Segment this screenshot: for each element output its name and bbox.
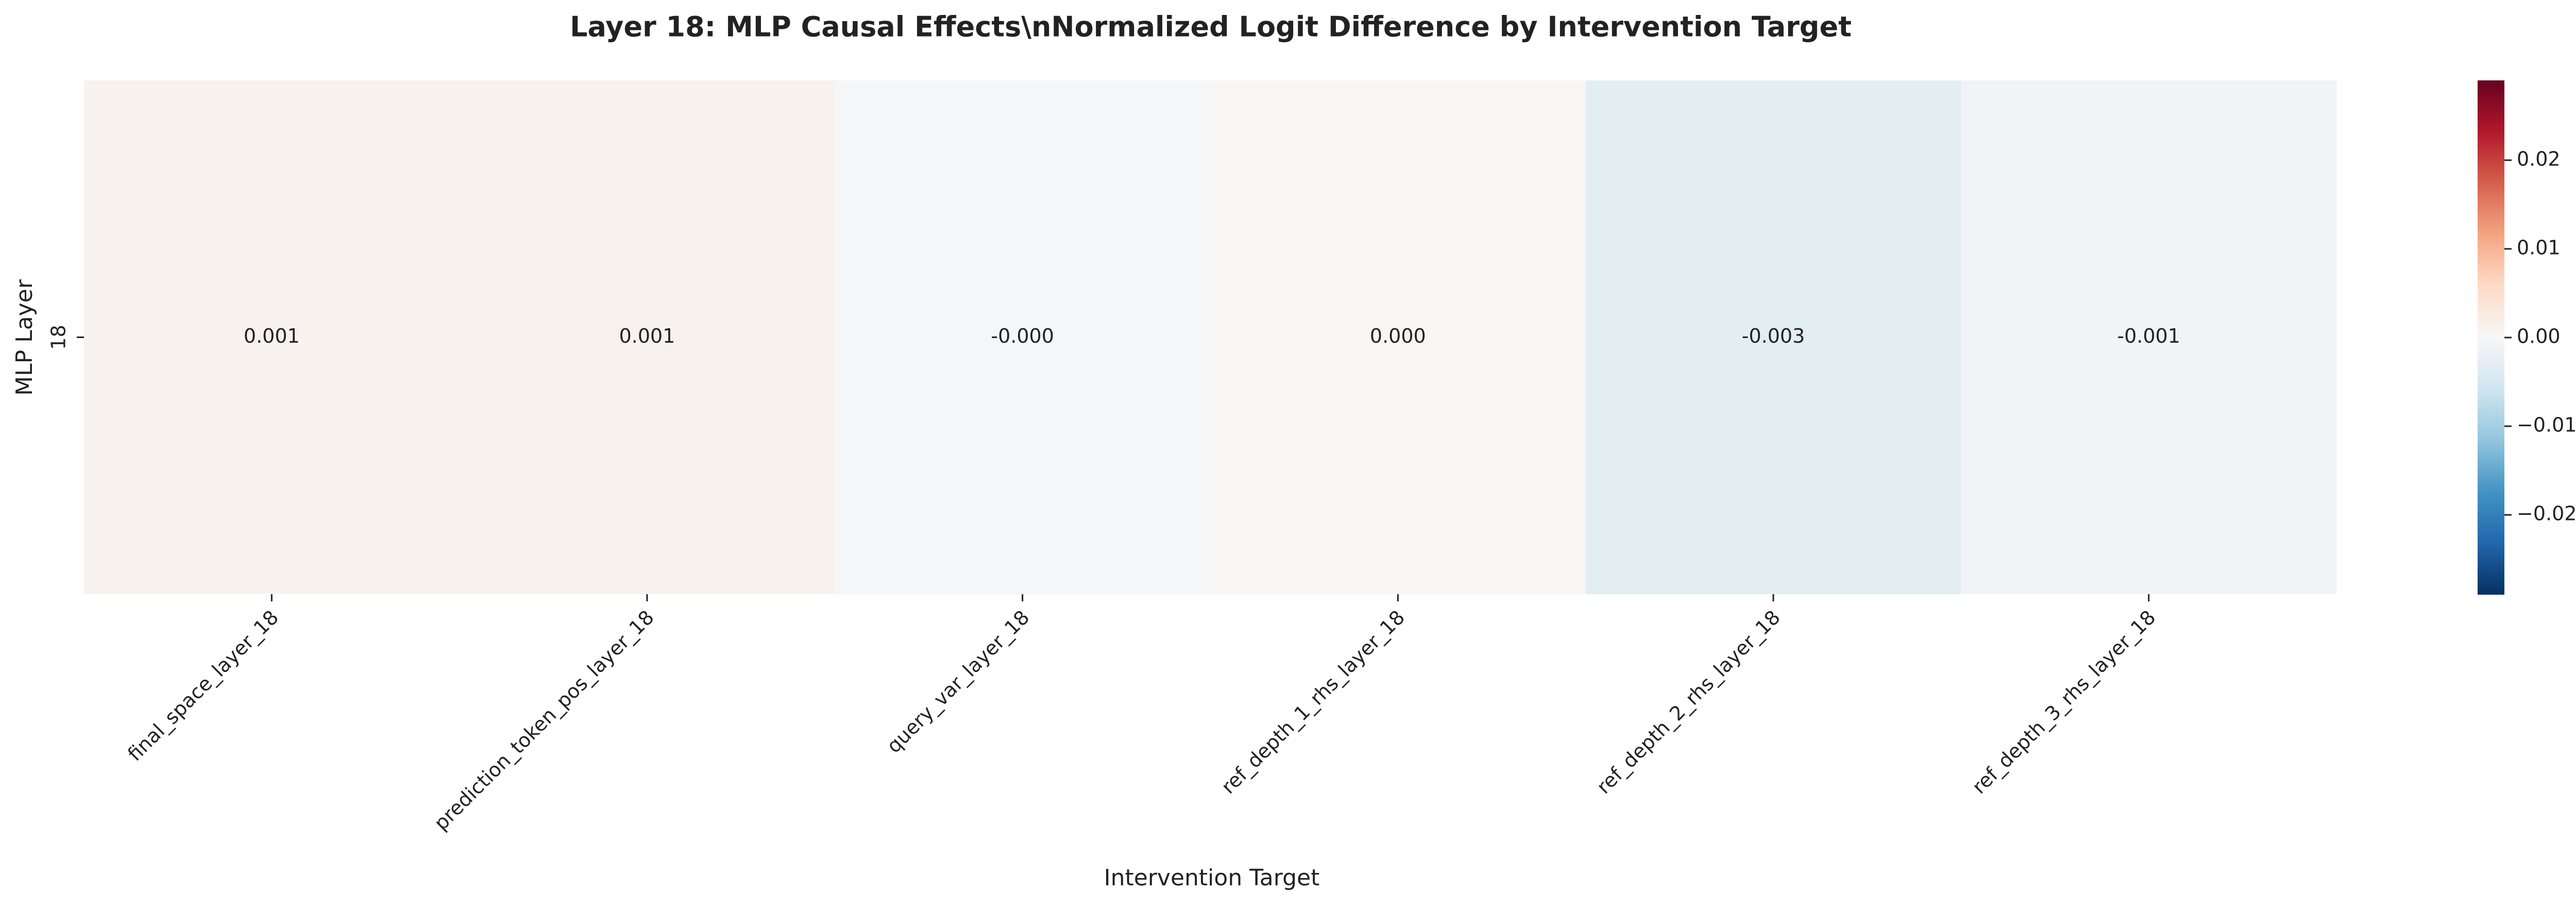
- colorbar-tick-label: −0.01: [2517, 414, 2576, 436]
- x-axis-label: Intervention Target: [1104, 865, 1320, 891]
- heatmap-cell: [1585, 80, 1961, 594]
- colorbar-tick-label: 0.02: [2517, 147, 2561, 170]
- colorbar-tick-label: 0.01: [2517, 236, 2561, 259]
- chart-title: Layer 18: MLP Causal Effects\nNormalized…: [570, 11, 1852, 43]
- heatmap-cell: [1210, 80, 1586, 594]
- heatmap-cell: [835, 80, 1211, 594]
- cell-value-label: -0.001: [2117, 325, 2180, 347]
- x-tick-label: ref_depth_2_rhs_layer_18: [1592, 606, 1785, 798]
- heatmap-cell: [1961, 80, 2337, 594]
- y-tick-label: 18: [47, 325, 70, 349]
- x-tick-label: prediction_token_pos_layer_18: [430, 606, 658, 835]
- heatmap-cell: [84, 80, 460, 594]
- heatmap-cell: [459, 80, 835, 594]
- cell-value-label: 0.001: [619, 325, 675, 347]
- y-axis-label: MLP Layer: [11, 279, 38, 396]
- cell-value-label: -0.003: [1742, 325, 1805, 347]
- colorbar-tick-label: −0.02: [2517, 502, 2576, 525]
- x-tick-label: final_space_layer_18: [123, 606, 283, 766]
- cell-value-label: 0.000: [1370, 325, 1426, 347]
- colorbar: [2478, 80, 2504, 595]
- x-tick-label: ref_depth_1_rhs_layer_18: [1217, 606, 1409, 798]
- x-tick-label: query_var_layer_18: [882, 606, 1033, 758]
- cell-value-label: 0.001: [244, 325, 300, 347]
- x-tick-label: ref_depth_3_rhs_layer_18: [1968, 606, 2160, 798]
- cell-value-label: -0.000: [991, 325, 1054, 347]
- colorbar-tick-label: 0.00: [2517, 325, 2561, 348]
